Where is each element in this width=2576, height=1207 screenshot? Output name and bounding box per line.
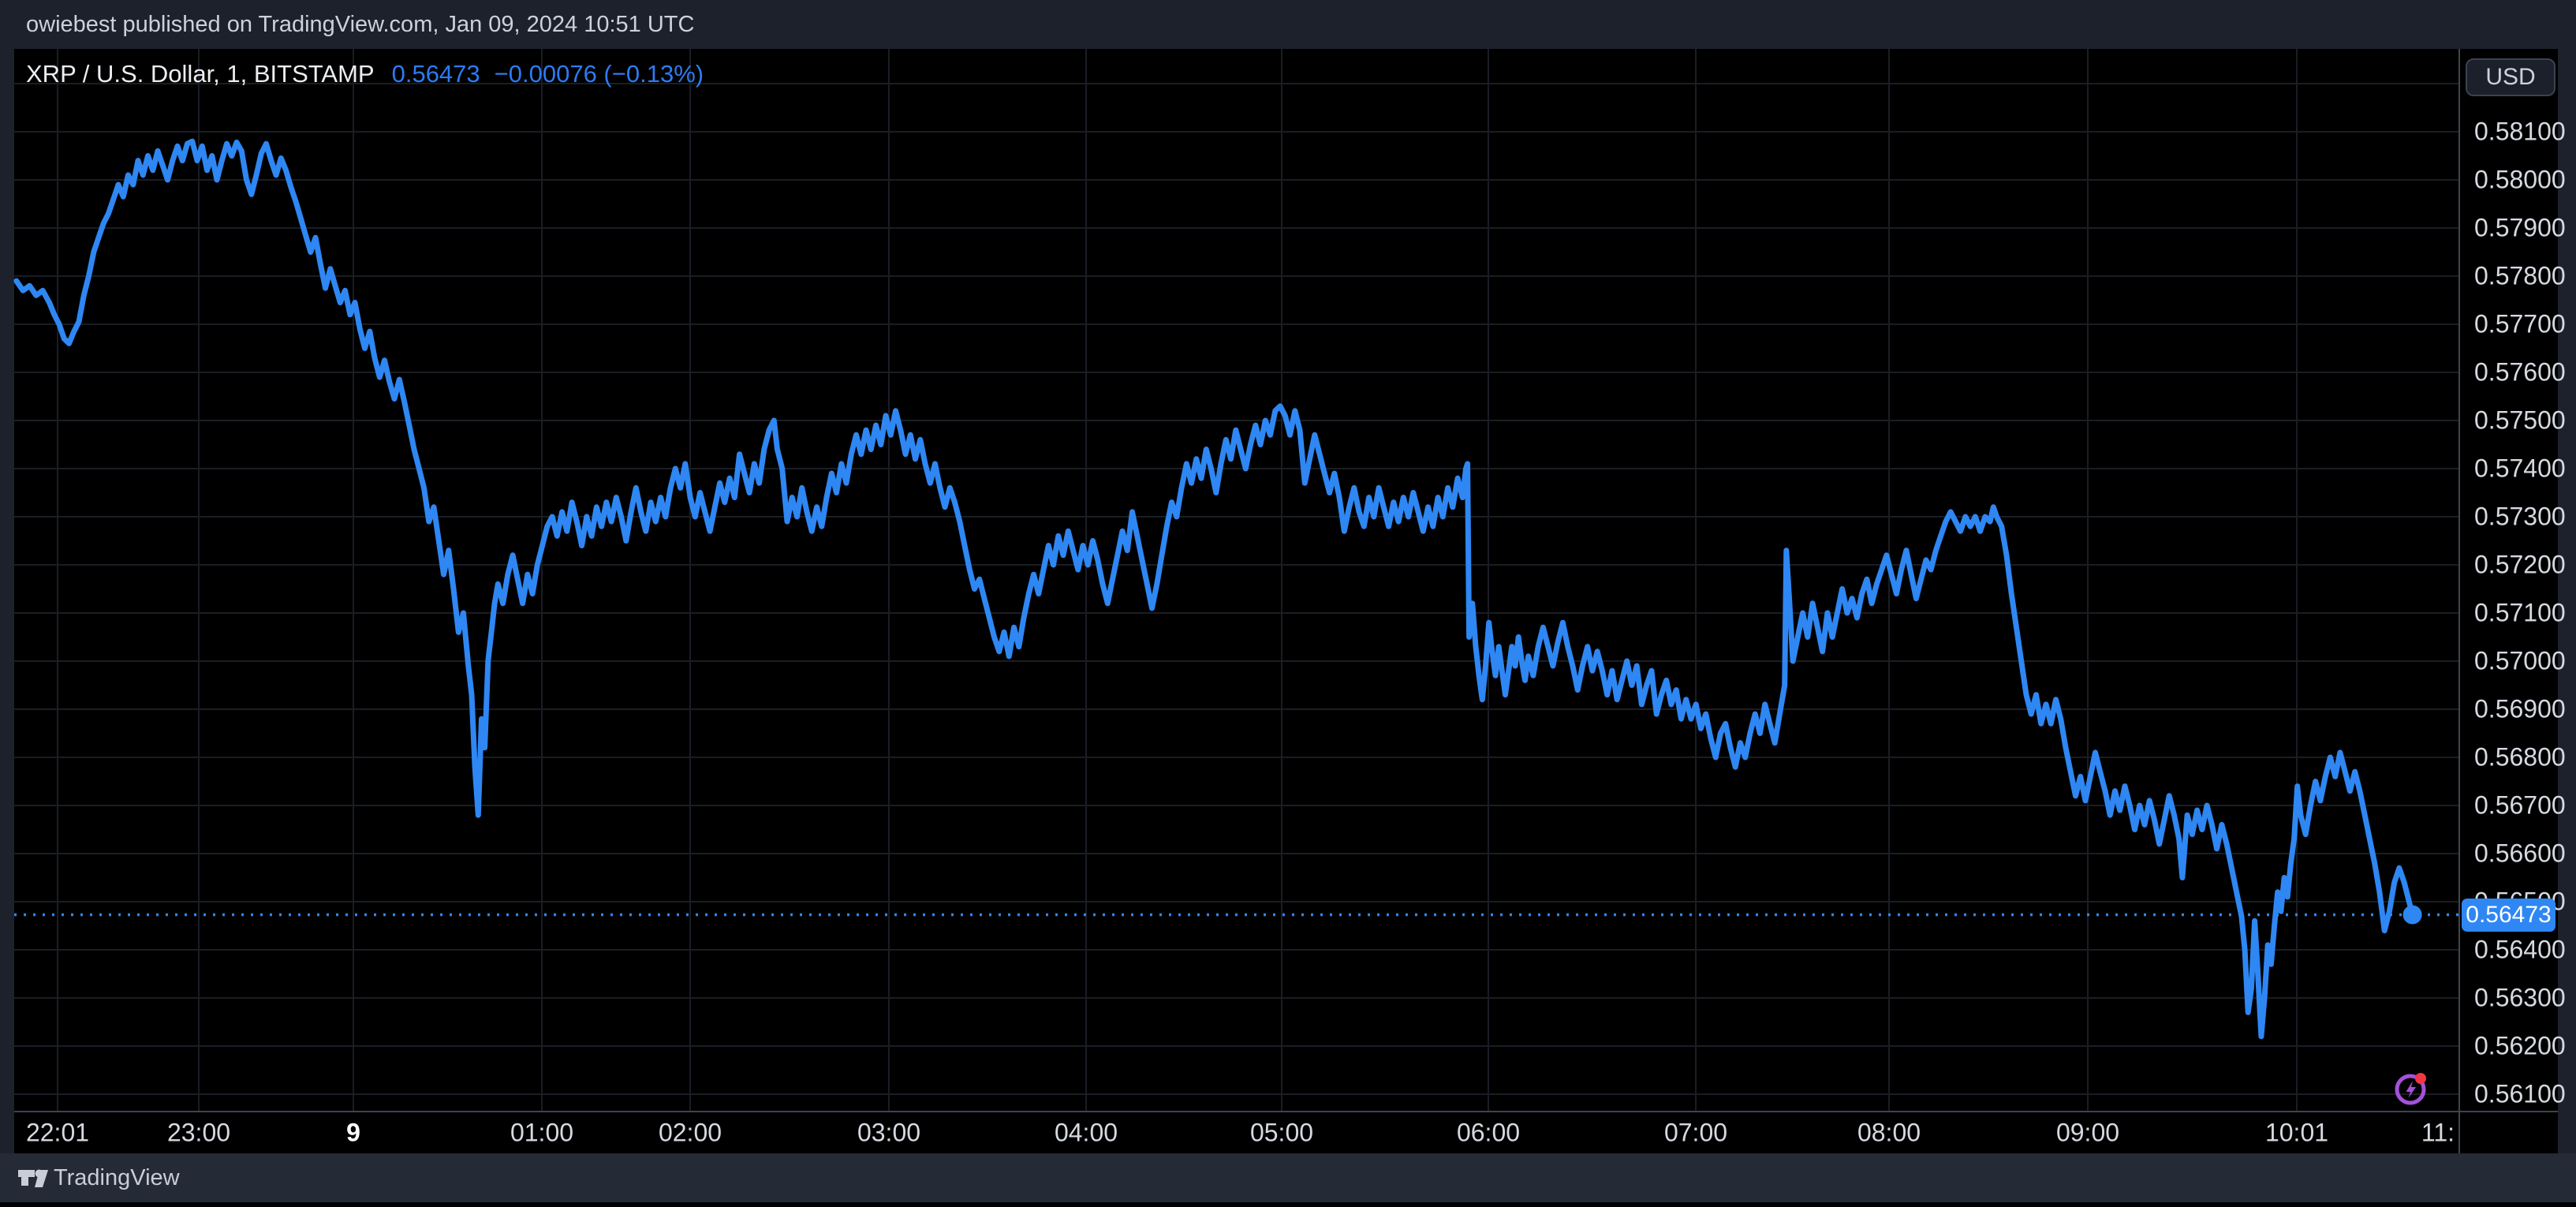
- time-axis-border: [14, 1111, 2558, 1112]
- price-tick-label: 0.56400: [2474, 935, 2566, 964]
- price-tick-label: 0.57600: [2474, 357, 2566, 387]
- chart-region[interactable]: XRP / U.S. Dollar, 1, BITSTAMP 0.56473 −0.…: [0, 49, 2576, 1153]
- footer-bar: TradingView: [0, 1153, 2576, 1202]
- attribution-text: owiebest published on TradingView.com, J…: [26, 12, 695, 37]
- legend-last-price: 0.56473: [391, 60, 480, 88]
- tradingview-wordmark[interactable]: TradingView: [54, 1165, 180, 1190]
- flash-ideas-icon[interactable]: [2392, 1070, 2430, 1108]
- left-frame-edge: [0, 49, 14, 1153]
- price-tick-label: 0.56200: [2474, 1031, 2566, 1060]
- symbol-legend: XRP / U.S. Dollar, 1, BITSTAMP 0.56473 −0.…: [26, 60, 704, 88]
- price-tick-label: 0.58000: [2474, 165, 2566, 194]
- time-tick-label: 05:00: [1249, 1118, 1314, 1147]
- price-tick-label: 0.57300: [2474, 502, 2566, 531]
- price-line-series: [13, 138, 2416, 1040]
- price-tick-label: 0.57200: [2474, 550, 2566, 579]
- price-tick-label: 0.57900: [2474, 213, 2566, 242]
- time-tick-label: 22:01: [25, 1118, 90, 1147]
- symbol-title: XRP / U.S. Dollar, 1, BITSTAMP: [26, 60, 375, 88]
- time-tick-label: 07:00: [1663, 1118, 1728, 1147]
- price-tick-label: 0.57000: [2474, 646, 2566, 675]
- time-tick-label: 23:00: [166, 1118, 231, 1147]
- price-tick-label: 0.56600: [2474, 839, 2566, 868]
- time-axis[interactable]: 22:01 23:00 9 01:00 02:00 03:00 04:00 05:00 06:0…: [14, 1112, 2458, 1153]
- legend-change: −0.00076 (−0.13%): [494, 60, 704, 88]
- price-tick-label: 0.56800: [2474, 742, 2566, 772]
- time-tick-label: 06:00: [1456, 1118, 1521, 1147]
- price-tick-label: 0.57800: [2474, 261, 2566, 290]
- time-tick-label: 04:00: [1054, 1118, 1118, 1147]
- last-price-dot: [2402, 905, 2422, 925]
- price-tick-label: 0.56900: [2474, 694, 2566, 723]
- time-tick-label: 02:00: [658, 1118, 722, 1147]
- price-tick-label: 0.56100: [2474, 1079, 2566, 1108]
- price-tick-label: 0.57100: [2474, 598, 2566, 627]
- flash-circle: [2395, 1074, 2426, 1105]
- price-chart-canvas[interactable]: [0, 49, 2576, 1153]
- time-tick-label: 10:01: [2264, 1118, 2329, 1147]
- price-tick-label: 0.57700: [2474, 309, 2566, 338]
- time-tick-label: 08:00: [1857, 1118, 1921, 1147]
- currency-toggle-button[interactable]: USD: [2466, 58, 2555, 96]
- price-tick-label: 0.56700: [2474, 790, 2566, 820]
- notification-dot: [2415, 1073, 2426, 1084]
- price-tick-label: 0.57500: [2474, 405, 2566, 435]
- time-tick-label: 9: [346, 1118, 360, 1147]
- time-tick-label: 11:: [2421, 1118, 2455, 1147]
- price-tick-label: 0.58100: [2474, 117, 2566, 146]
- time-tick-label: 01:00: [510, 1118, 574, 1147]
- time-tick-label: 09:00: [2055, 1118, 2120, 1147]
- grid-lines: [14, 49, 2458, 1111]
- right-frame-edge: [2558, 49, 2576, 1153]
- price-axis[interactable]: 0.58100 0.58000 0.57900 0.57800 0.57700 0.576…: [2460, 49, 2566, 1111]
- time-tick-label: 03:00: [857, 1118, 921, 1147]
- lightning-bolt-icon: [2406, 1081, 2416, 1098]
- price-tick-label: 0.57400: [2474, 454, 2566, 483]
- price-axis-border: [2458, 49, 2460, 1153]
- last-price-pill: 0.56473: [2462, 898, 2555, 932]
- price-tick-label: 0.56300: [2474, 983, 2566, 1012]
- tradingview-logo-icon[interactable]: [17, 1169, 49, 1188]
- attribution-bar: owiebest published on TradingView.com, J…: [0, 0, 2576, 49]
